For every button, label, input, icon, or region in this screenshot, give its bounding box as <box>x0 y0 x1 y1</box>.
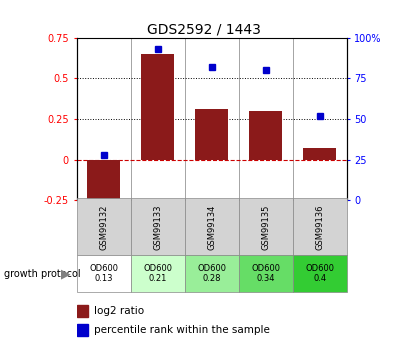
FancyBboxPatch shape <box>185 198 239 255</box>
FancyBboxPatch shape <box>293 255 347 292</box>
Text: OD600
0.21: OD600 0.21 <box>143 264 172 283</box>
FancyBboxPatch shape <box>293 198 347 255</box>
Text: GDS2592 / 1443: GDS2592 / 1443 <box>147 22 260 37</box>
Text: OD600
0.28: OD600 0.28 <box>197 264 226 283</box>
Bar <box>87 159 120 205</box>
Text: GSM99133: GSM99133 <box>153 204 162 249</box>
Bar <box>195 109 228 159</box>
Text: percentile rank within the sample: percentile rank within the sample <box>94 325 270 335</box>
FancyBboxPatch shape <box>77 255 131 292</box>
FancyBboxPatch shape <box>131 198 185 255</box>
FancyBboxPatch shape <box>131 255 185 292</box>
Bar <box>77 324 87 336</box>
Text: OD600
0.13: OD600 0.13 <box>89 264 118 283</box>
Text: GSM99136: GSM99136 <box>315 204 324 249</box>
Text: GSM99134: GSM99134 <box>207 204 216 249</box>
Bar <box>303 148 336 159</box>
Text: ▶: ▶ <box>61 268 71 281</box>
Bar <box>141 54 174 159</box>
Bar <box>77 305 87 317</box>
Text: OD600
0.4: OD600 0.4 <box>305 264 334 283</box>
Text: GSM99135: GSM99135 <box>261 204 270 249</box>
Text: GSM99132: GSM99132 <box>99 204 108 249</box>
FancyBboxPatch shape <box>239 198 293 255</box>
Text: log2 ratio: log2 ratio <box>94 306 144 316</box>
FancyBboxPatch shape <box>185 255 239 292</box>
Bar <box>249 111 282 159</box>
FancyBboxPatch shape <box>77 198 131 255</box>
Text: growth protocol: growth protocol <box>4 269 81 279</box>
FancyBboxPatch shape <box>239 255 293 292</box>
Text: OD600
0.34: OD600 0.34 <box>251 264 280 283</box>
